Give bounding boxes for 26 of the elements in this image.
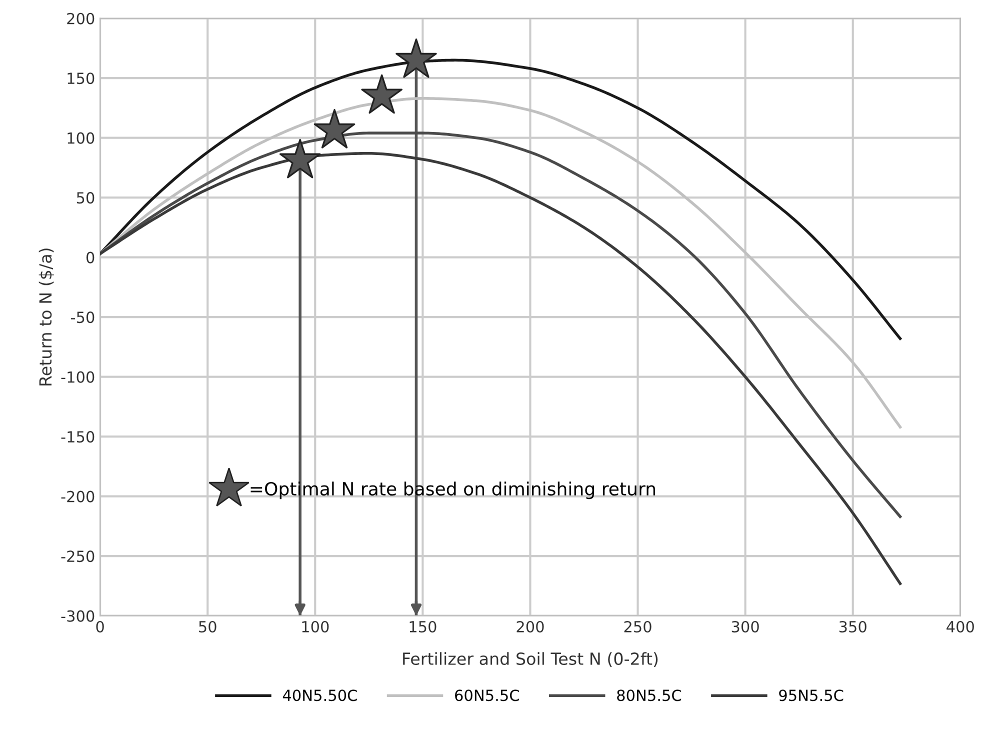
y-tick-label: -250 [61, 550, 94, 562]
y-tick-label: 200 [67, 12, 94, 24]
y-tick-label: 100 [68, 132, 94, 144]
x-tick-label: 50 [199, 620, 216, 633]
y-tick-label: -300 [61, 610, 94, 622]
y-tick-label: -100 [61, 371, 94, 383]
x-tick-label: 150 [410, 620, 436, 633]
y-tick-label: 50 [76, 192, 94, 204]
x-tick-label: 300 [732, 620, 759, 633]
x-tick-label: 200 [516, 620, 544, 633]
x-axis-title: Fertilizer and Soil Test N (0-2ft) [403, 652, 658, 667]
x-tick-label: 400 [946, 620, 974, 633]
legend-label: 80N5.5C [617, 690, 682, 702]
legend-label: 40N5.50C [282, 690, 357, 702]
y-tick-label: -200 [61, 490, 94, 502]
x-tick-label: 100 [302, 620, 329, 633]
x-tick-label: 350 [839, 620, 866, 633]
y-tick-label: -50 [70, 312, 94, 324]
y-tick-label: -150 [61, 431, 94, 443]
y-axis-title: Return to N ($/a) [38, 248, 54, 386]
y-tick-label: 0 [86, 252, 94, 264]
x-tick-label: 250 [624, 620, 652, 633]
y-tick-label: 150 [68, 72, 94, 84]
x-tick-label: 0 [96, 620, 104, 633]
legend-label: 95N5.5C [779, 690, 844, 702]
legend-label: 60N5.5C [455, 690, 519, 702]
